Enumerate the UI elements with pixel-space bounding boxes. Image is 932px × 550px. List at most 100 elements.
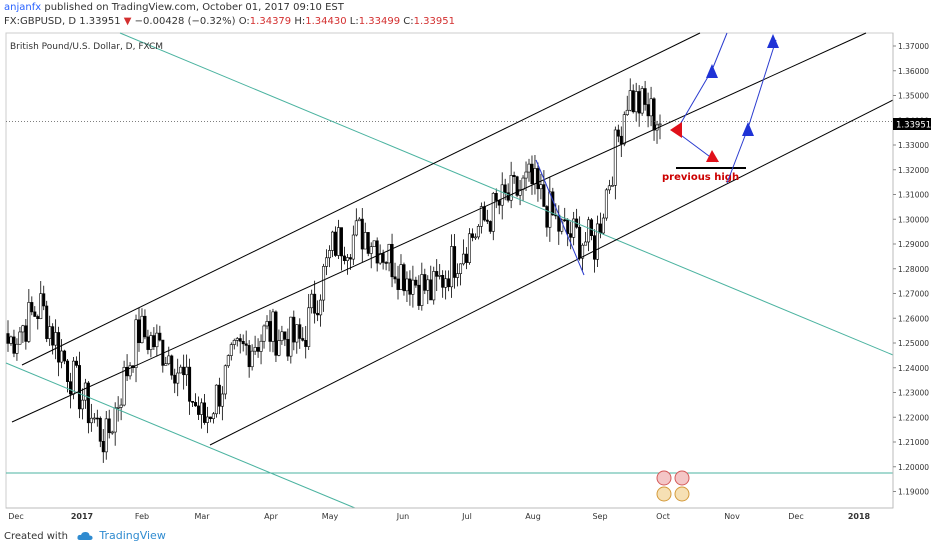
candle-body [459,263,463,274]
event-markers[interactable] [656,470,690,502]
candle [158,325,162,342]
y-tick-label: 1.23000 [898,389,929,398]
candle-body [307,307,311,347]
tradingview-logo[interactable]: TradingView [99,529,166,542]
candle-body [333,231,337,256]
projection-up-1b [711,32,728,71]
candle [524,161,528,192]
event-marker-icon[interactable] [656,470,672,486]
event-marker-icon[interactable] [656,486,672,502]
candle-body [60,350,64,363]
candle [369,242,373,269]
candle [119,398,123,421]
candle-body [205,416,209,423]
candle-body [476,225,480,238]
candle-body [616,129,620,137]
candle-body [289,316,293,357]
candle [116,396,120,422]
candle [342,246,346,265]
plot-area [5,32,894,509]
candle-body [527,163,531,173]
candle [66,359,70,393]
y-tick-label: 1.27000 [898,290,929,299]
candle [304,325,308,359]
last-price-label: 1.33951 [896,121,931,131]
low-label: L: [349,16,359,27]
author-link[interactable]: anjanfx [4,2,42,13]
candle-body [584,241,588,246]
candle-body [152,335,156,348]
close-label: C: [403,16,414,27]
candle-body [533,168,537,185]
candle-body [494,193,498,201]
candle-body [286,339,290,357]
candle [36,314,40,330]
symbol: FX:GBPUSD, D [4,16,77,27]
candle [197,396,201,421]
candle [595,215,599,267]
candle-body [634,91,638,113]
channel-upper [21,32,701,366]
candle [89,403,93,432]
candle-body [66,360,70,382]
candle [289,316,293,364]
x-tick-label: Jul [461,512,472,521]
candle-body [464,253,468,263]
candle-body [110,431,114,434]
candle [152,327,156,350]
chart-title: British Pound/U.S. Dollar, D, FXCM [10,42,163,52]
candle-body [208,416,212,419]
candle [584,232,588,246]
candle-body [256,347,260,352]
candle-body [83,382,87,401]
candle-body [146,336,150,350]
candle-body [604,189,608,219]
candle-body [116,407,120,409]
candle [399,254,403,290]
candle [226,354,230,368]
event-marker-icon[interactable] [674,470,690,486]
candle [104,411,108,460]
time-axis[interactable]: Dec 2017 Feb Mar Apr May Jun Jul Aug Sep Oct Nov Dec… [6,507,893,521]
candle-body [462,253,466,265]
candle [384,261,388,271]
candle [256,338,260,358]
candle [277,329,281,357]
candle-body [27,302,31,342]
candle-body [622,114,626,145]
candle-body [593,235,597,260]
candle-body [182,366,186,376]
candle-body [467,233,471,263]
candle-body [74,360,78,366]
price-chart[interactable]: previous high 1.19000 1.20000 1.21000 1.220… [0,32,932,526]
candle-body [268,321,272,342]
candle-body [33,311,37,317]
event-marker-icon[interactable] [674,486,690,502]
candle-body [473,236,477,239]
candle [607,179,611,194]
candle [462,239,466,266]
y-tick-label: 1.20000 [898,463,929,472]
candle [563,207,567,222]
candle-body [625,109,629,115]
candle [426,275,430,305]
price-axis[interactable]: 1.19000 1.20000 1.21000 1.22000 1.23000 1.240… [892,33,929,508]
candle-body [322,266,326,301]
y-tick-label: 1.31000 [898,191,929,200]
high-label: H: [294,16,306,27]
candle-body [408,278,412,295]
candle [432,266,436,305]
candle-body [521,177,525,190]
candle [54,319,58,360]
candle [616,124,620,143]
candle [200,398,204,429]
candle-body [393,276,397,280]
candle-body [569,233,573,238]
candle [179,364,183,374]
candle [643,80,647,111]
candle-body [170,355,174,376]
candle-body [637,91,641,114]
candle [173,368,177,394]
candle-body [262,325,266,342]
candle [63,349,67,365]
